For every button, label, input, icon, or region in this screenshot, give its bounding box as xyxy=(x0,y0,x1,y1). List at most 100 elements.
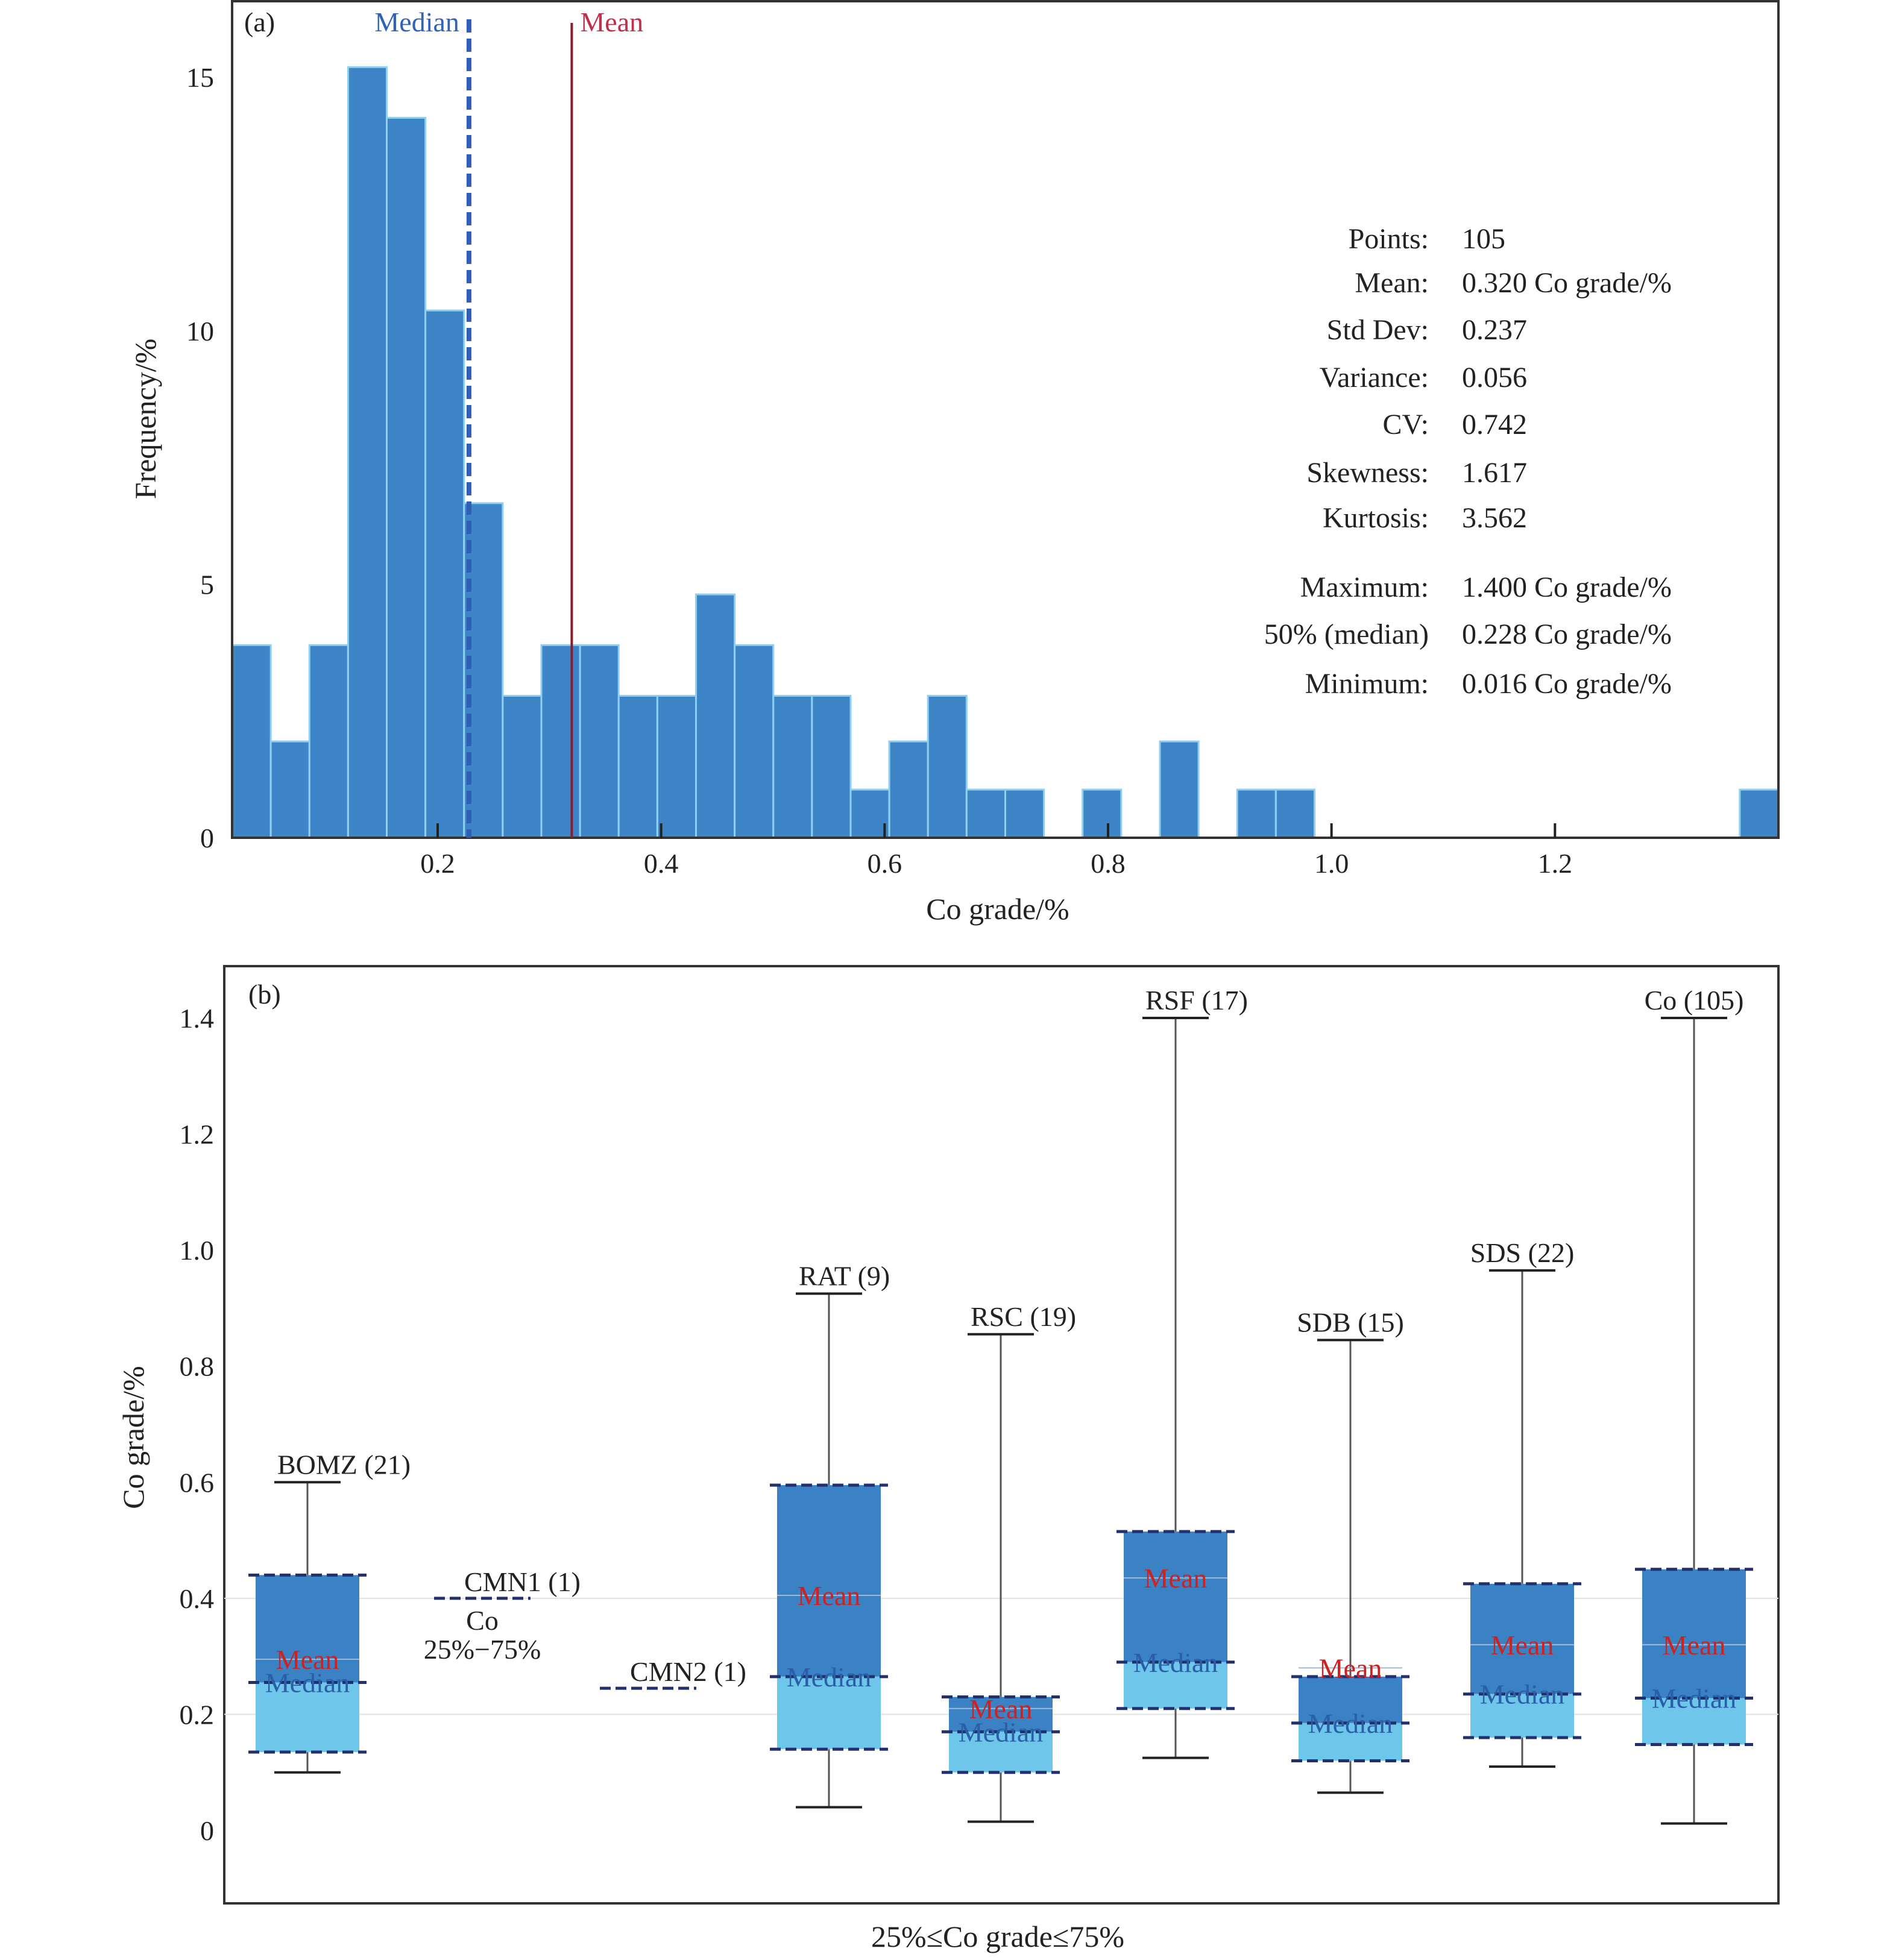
stat-value: 0.320 Co grade/% xyxy=(1462,267,1672,299)
stat-label: Points: xyxy=(1349,223,1429,255)
group-label: CMN2 (1) xyxy=(630,1656,746,1687)
boxplot-group: Mean Median SDB (15) xyxy=(1291,1307,1409,1794)
stat-value: 0.742 xyxy=(1462,409,1527,441)
stat-value: 1.617 xyxy=(1462,457,1527,489)
y-tick-label: 1.2 xyxy=(180,1119,215,1150)
y-tick-label: 1.4 xyxy=(180,1003,215,1034)
y-tick-label: 0.4 xyxy=(180,1583,215,1614)
x-tick-label: 1.2 xyxy=(1538,848,1573,879)
annotation-note: 25%−75% xyxy=(424,1634,541,1665)
stat-label: Skewness: xyxy=(1306,457,1429,489)
mean-label: Mean xyxy=(580,7,643,37)
panel-a-label: (a) xyxy=(244,7,275,37)
histogram-bar xyxy=(656,694,697,839)
box-upper-quartile xyxy=(1470,1583,1574,1694)
histogram-bar xyxy=(927,694,968,839)
group-label: RAT (9) xyxy=(799,1260,890,1291)
y-tick-label: 0 xyxy=(200,823,214,853)
group-label: Co (105) xyxy=(1645,985,1744,1016)
histogram-bar xyxy=(347,66,388,839)
stat-label: Mean: xyxy=(1355,267,1429,299)
histogram-bar xyxy=(965,788,1006,839)
median-label: Median xyxy=(374,7,459,37)
histogram-bar xyxy=(1159,740,1200,839)
stat-value: 0.228 Co grade/% xyxy=(1462,618,1672,650)
stat-label: Maximum: xyxy=(1300,571,1429,603)
panel-b-label: (b) xyxy=(248,979,281,1010)
stat-label: Kurtosis: xyxy=(1323,502,1429,534)
histogram-y-ticks: 0 5 10 15 xyxy=(186,62,214,853)
x-tick-label: 1.0 xyxy=(1314,848,1349,879)
box-upper-quartile xyxy=(256,1575,359,1683)
histogram-bar xyxy=(772,694,813,839)
box-upper-quartile xyxy=(1642,1569,1746,1698)
histogram-bar xyxy=(695,593,736,839)
mean-text: Mean xyxy=(969,1694,1033,1724)
histogram-x-axis-label: Co grade/% xyxy=(926,892,1069,926)
box-lower-quartile xyxy=(777,1676,881,1750)
group-label: RSF (17) xyxy=(1145,985,1248,1016)
y-tick-label: 5 xyxy=(200,569,214,600)
stat-value: 1.400 Co grade/% xyxy=(1462,571,1672,603)
boxplot-group: CMN2 (1) xyxy=(600,1656,746,1690)
median-text: Median xyxy=(959,1717,1044,1747)
histogram-bar xyxy=(1274,788,1315,839)
stat-label: Variance: xyxy=(1320,362,1429,394)
group-label: RSC (19) xyxy=(971,1301,1076,1332)
y-tick-label: 1.0 xyxy=(180,1235,215,1266)
mean-text: Mean xyxy=(1144,1563,1208,1594)
y-tick-label: 0.2 xyxy=(180,1699,215,1730)
box-lower-quartile xyxy=(949,1732,1053,1773)
histogram-y-axis-label: Frequency/% xyxy=(128,339,162,500)
boxplot-x-axis-label: 25%≤Co grade≤75% xyxy=(871,1920,1124,1953)
stat-value: 0.056 xyxy=(1462,362,1527,394)
box-lower-quartile xyxy=(1299,1723,1402,1761)
boxplot-group: Mean Median RSF (17) xyxy=(1116,985,1248,1759)
stat-label: 50% (median) xyxy=(1264,618,1429,650)
y-tick-label: 0 xyxy=(200,1815,214,1846)
stat-label: Std Dev: xyxy=(1327,314,1429,346)
boxplot-group: Mean Median SDS (22) xyxy=(1463,1237,1581,1768)
y-tick-label: 15 xyxy=(186,62,214,93)
mean-text: Mean xyxy=(1491,1630,1554,1660)
stat-label: CV: xyxy=(1383,409,1429,441)
histogram-bar xyxy=(463,502,504,839)
median-text: Median xyxy=(1133,1647,1218,1678)
median-text: Median xyxy=(1652,1683,1737,1713)
x-tick-label: 0.8 xyxy=(1091,848,1126,879)
histogram-bar xyxy=(540,644,581,839)
y-tick-label: 0.6 xyxy=(180,1467,215,1498)
histogram-bar xyxy=(617,694,658,839)
boxplot-y-axis-label: Co grade/% xyxy=(116,1366,150,1509)
median-text: Median xyxy=(787,1662,872,1692)
stat-value: 105 xyxy=(1462,223,1505,255)
histogram-bar xyxy=(734,644,775,839)
histogram-bar xyxy=(269,740,310,839)
histogram-x-ticks: 0.2 0.4 0.6 0.8 1.0 1.2 xyxy=(420,823,1572,879)
histogram-bar xyxy=(308,644,349,839)
histogram-bars xyxy=(231,66,1780,839)
stat-label: Minimum: xyxy=(1305,668,1429,700)
median-text: Median xyxy=(1308,1708,1393,1739)
statistics-table: Points: 105 Mean: 0.320 Co grade/% Std Dev: 0… xyxy=(1264,223,1672,700)
box-lower-quartile xyxy=(1470,1694,1574,1738)
histogram-bar xyxy=(386,116,427,839)
mean-text: Mean xyxy=(798,1580,861,1611)
histogram-bar xyxy=(231,644,272,839)
boxplot-frame xyxy=(223,965,1780,1905)
box-upper-quartile xyxy=(1299,1676,1402,1723)
histogram-bar xyxy=(502,694,543,839)
group-label: SDS (22) xyxy=(1470,1237,1575,1268)
x-tick-label: 0.2 xyxy=(420,848,455,879)
x-tick-label: 0.4 xyxy=(644,848,679,879)
boxplot-y-ticks: 0 0.2 0.4 0.6 0.8 1.0 1.2 1.4 xyxy=(180,1003,215,1846)
group-label: CMN1 (1) xyxy=(464,1566,581,1597)
box-lower-quartile xyxy=(256,1682,359,1753)
box-lower-quartile xyxy=(1124,1662,1227,1709)
histogram-bar xyxy=(888,740,929,839)
box-upper-quartile xyxy=(949,1697,1053,1732)
